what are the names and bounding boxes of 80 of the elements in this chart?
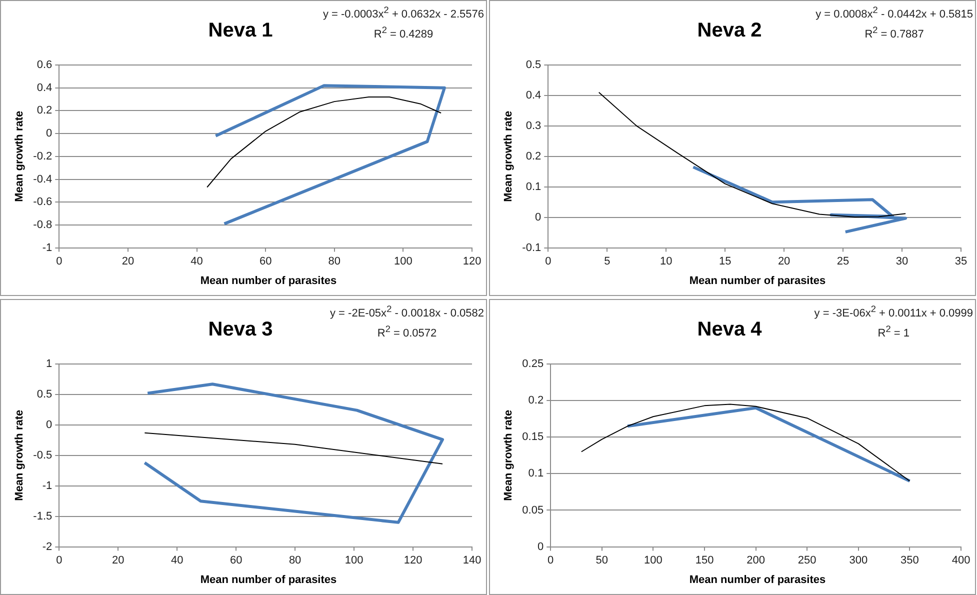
x-tick-label: 20 xyxy=(122,255,134,268)
y-axis-title: Mean growth rate xyxy=(14,410,26,501)
x-tick-label: 25 xyxy=(836,255,850,268)
x-tick-label: 60 xyxy=(230,554,242,566)
x-tick-label: 80 xyxy=(288,554,302,566)
x-tick-label: 0 xyxy=(56,554,62,566)
text: R$^{2}$ = 0.7887 xyxy=(864,24,925,42)
x-tick-label: 10 xyxy=(660,255,672,268)
text: R$^{2}$ = 1 xyxy=(876,322,910,342)
x-tick-label: 20 xyxy=(112,554,124,566)
x-tick-label: 120 xyxy=(462,255,482,268)
y-tick-label: 0.2 xyxy=(528,394,544,407)
y-axis-title: Mean growth rate xyxy=(502,110,515,202)
chart-title: Neva 2 xyxy=(697,20,762,42)
text: y = -3E-06x$^{2}$ + 0.0011x + 0.0999 xyxy=(814,303,973,322)
x-tick-label: 120 xyxy=(404,554,422,566)
y-tick-label: 0.6 xyxy=(36,59,52,72)
y-tick-label: 0.4 xyxy=(36,82,52,94)
y-tick-label: 0.15 xyxy=(522,431,544,444)
text: R$^{2}$ = 0.0572 xyxy=(376,322,438,342)
y-tick-label: 0.1 xyxy=(526,180,542,193)
y-tick-label: -0.8 xyxy=(33,218,52,231)
y-tick-label: 0 xyxy=(535,211,542,224)
y-tick-label: 0.5 xyxy=(526,59,542,72)
x-tick-label: 30 xyxy=(896,255,908,268)
x-tick-label: 40 xyxy=(170,554,184,566)
y-tick-label: -0.4 xyxy=(33,173,52,186)
y-tick-label: 0.4 xyxy=(526,90,542,102)
y-tick-label: -1 xyxy=(42,242,52,254)
text: R$^{2}$ = 0.4289 xyxy=(372,24,434,42)
x-axis-title: Mean number of parasites xyxy=(688,574,827,586)
x-tick-label: 20 xyxy=(778,255,790,268)
x-tick-label: 350 xyxy=(900,554,919,566)
x-tick-label: 40 xyxy=(190,255,203,268)
y-tick-label: -1 xyxy=(42,480,52,492)
x-tick-label: 150 xyxy=(695,554,714,566)
y-tick-label: 0.5 xyxy=(36,388,52,400)
x-tick-label: 300 xyxy=(849,554,868,566)
x-axis-title: Mean number of parasites xyxy=(199,574,338,586)
y-tick-label: -2 xyxy=(42,540,52,553)
y-tick-label: -0.2 xyxy=(33,150,52,162)
y-tick-label: 0 xyxy=(46,418,52,431)
x-tick-label: 80 xyxy=(328,255,341,268)
x-tick-label: 140 xyxy=(462,554,482,566)
x-tick-label: 400 xyxy=(952,554,970,566)
y-tick-label: 0.1 xyxy=(528,468,544,480)
chart-title: Neva 1 xyxy=(208,20,273,42)
x-tick-label: 100 xyxy=(344,554,364,566)
chart-title: Neva 3 xyxy=(208,318,273,341)
y-tick-label: 0 xyxy=(46,128,52,140)
x-tick-label: 50 xyxy=(596,554,608,566)
x-tick-label: 15 xyxy=(718,255,732,268)
y-axis-title: Mean growth rate xyxy=(14,110,26,202)
y-tick-label: 0.3 xyxy=(526,120,542,132)
x-axis-title: Mean number of parasites xyxy=(688,275,827,287)
y-tick-label: 0.2 xyxy=(36,104,52,117)
chart-title: Neva 4 xyxy=(697,318,763,341)
x-tick-label: 35 xyxy=(954,255,968,268)
y-tick-label: -0.5 xyxy=(33,449,52,462)
y-tick-label: 0.05 xyxy=(522,504,544,516)
y-tick-label: 0.25 xyxy=(522,358,544,370)
x-tick-label: 100 xyxy=(644,554,662,566)
y-axis-title: Mean growth rate xyxy=(502,410,515,501)
x-tick-label: 5 xyxy=(604,255,610,268)
y-tick-label: -0.6 xyxy=(33,196,52,208)
y-tick-label: -1.5 xyxy=(33,510,52,522)
x-tick-label: 250 xyxy=(798,554,816,566)
y-tick-label: 0.2 xyxy=(526,150,542,162)
y-tick-label: -0.1 xyxy=(522,242,542,254)
text: y = 0.0008x$^{2}$ - 0.0442x + 0.5815 xyxy=(816,4,973,23)
y-tick-label: 1 xyxy=(46,358,52,370)
x-tick-label: 200 xyxy=(746,554,765,566)
x-axis-title: Mean number of parasites xyxy=(199,275,338,287)
text: y = -0.0003x$^{2}$ + 0.0632x - 2.5576 xyxy=(322,4,484,23)
y-tick-label: 0 xyxy=(537,540,544,553)
x-tick-label: 0 xyxy=(548,554,554,566)
x-tick-label: 60 xyxy=(259,255,272,268)
x-tick-label: 100 xyxy=(394,255,412,268)
text: y = -2E-05x$^{2}$ - 0.0018x - 0.0582 xyxy=(330,303,484,322)
x-tick-label: 0 xyxy=(56,255,62,268)
